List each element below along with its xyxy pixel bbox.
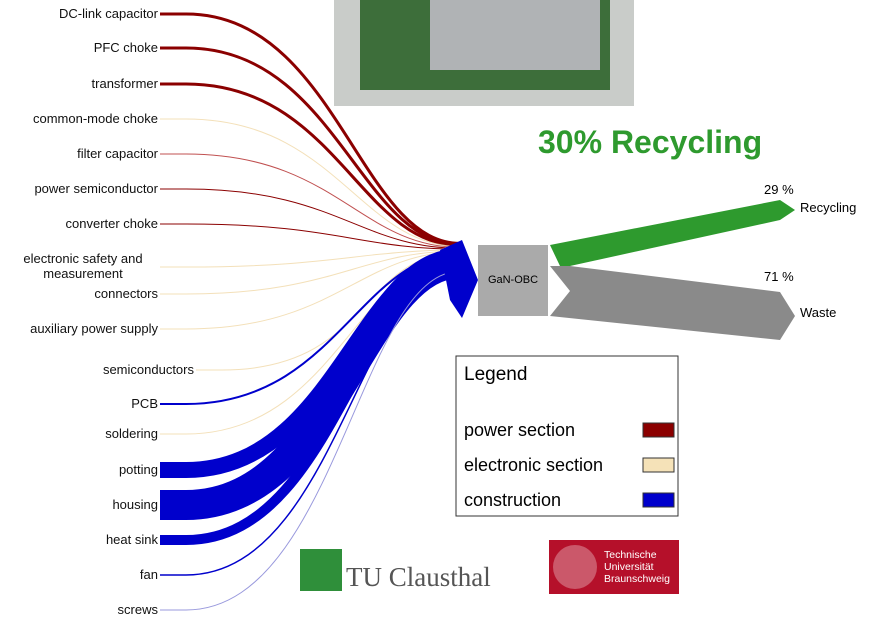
flow (160, 118, 461, 247)
flow-recycling (550, 200, 795, 266)
legend-item: electronic section (464, 455, 604, 475)
component-label: potting (118, 462, 158, 477)
tu-bs-seal (553, 545, 597, 589)
flow (160, 188, 461, 249)
component-label: heat sink (105, 532, 158, 547)
component-label: electronic safety and measurement (23, 251, 143, 281)
component-label: screws (117, 602, 158, 617)
component-label: common-mode choke (33, 111, 158, 126)
flow (160, 46, 461, 246)
flow (160, 249, 461, 268)
legend-item: power section (464, 420, 576, 440)
component-label: power semiconductor (34, 181, 158, 196)
legend-swatch (642, 422, 675, 438)
component-label: PCB (131, 396, 158, 411)
component-label: transformer (91, 76, 158, 91)
component-label: semiconductors (102, 362, 194, 377)
output-label: Waste (800, 305, 837, 320)
flow (160, 263, 461, 545)
flow (160, 251, 461, 330)
output-label: Recycling (800, 200, 857, 215)
component-label: housing (112, 497, 158, 512)
title: 30% Recycling (538, 124, 763, 160)
flow (160, 270, 461, 611)
component-label: PFC choke (93, 40, 158, 55)
flow (160, 153, 461, 248)
tu-bs-logo-bg (549, 540, 679, 594)
output-share: 71 % (764, 269, 794, 284)
node-box (478, 245, 548, 316)
node-label: GaN-OBC (487, 274, 539, 286)
legend-item: construction (464, 490, 562, 510)
component-label: filter capacitor (77, 146, 158, 161)
component-label: auxiliary power supply (30, 321, 158, 336)
legend-box (455, 355, 679, 517)
tu-clausthal-icon (300, 549, 342, 591)
legend-swatch (642, 457, 675, 473)
flow-merge (440, 240, 478, 318)
component-label: DC-link capacitor (59, 6, 158, 21)
flow (160, 82, 461, 247)
output-share: 29 % (764, 182, 794, 197)
component-label: converter choke (65, 216, 159, 231)
component-label: soldering (105, 426, 158, 441)
flow-waste (550, 266, 795, 340)
legend-title: Legend (464, 364, 528, 385)
flow (160, 250, 461, 295)
component-label: fan (139, 567, 158, 582)
flow (160, 269, 461, 576)
flow (160, 248, 462, 520)
component-label: connectors (94, 286, 158, 301)
photo-heatsink (430, 0, 600, 70)
logo-text: TU Clausthal (346, 562, 491, 592)
legend-swatch (642, 492, 675, 508)
logo-text: Technische Universität Braunschweig (604, 549, 670, 585)
flow (160, 223, 461, 250)
flow (160, 12, 461, 245)
